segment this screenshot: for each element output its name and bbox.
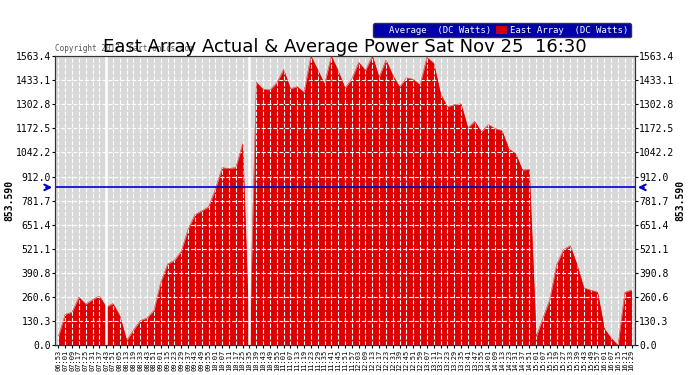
Text: Copyright 2017  Cartronics.com: Copyright 2017 Cartronics.com [55, 44, 194, 53]
Y-axis label: 853.590: 853.590 [4, 180, 14, 221]
Legend: Average  (DC Watts), East Array  (DC Watts): Average (DC Watts), East Array (DC Watts… [373, 23, 631, 38]
Title: East Array Actual & Average Power Sat Nov 25  16:30: East Array Actual & Average Power Sat No… [104, 38, 586, 56]
Y-axis label: 853.590: 853.590 [676, 180, 686, 221]
